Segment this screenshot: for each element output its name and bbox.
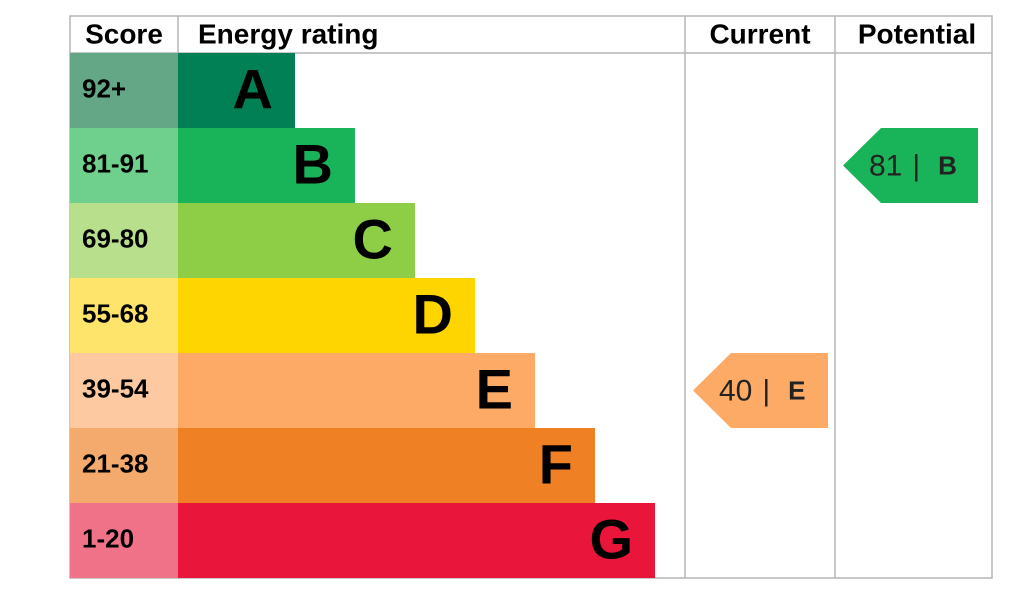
potential-separator: | [912,149,920,182]
header-current: Current [709,18,810,49]
rating-bar [178,203,415,278]
score-cell [70,428,178,503]
rating-letter: B [293,132,333,195]
rating-letter: A [233,57,273,120]
header-rating: Energy rating [198,18,378,49]
current-letter: E [788,375,805,405]
score-label: 55-68 [82,298,149,328]
rating-bar [178,128,355,203]
potential-arrow [843,128,978,203]
score-cell [70,278,178,353]
score-cell [70,353,178,428]
current-value: 40 [719,374,752,407]
rating-letter: F [539,432,573,495]
score-label: 39-54 [82,373,149,403]
rating-letter: D [413,282,453,345]
score-label: 81-91 [82,148,149,178]
potential-letter: B [938,150,957,180]
rating-bar [178,503,655,578]
score-cell [70,503,178,578]
score-cell [70,203,178,278]
score-label: 69-80 [82,223,149,253]
rating-bar [178,53,295,128]
header-potential: Potential [858,18,976,49]
score-label: 1-20 [82,523,134,553]
score-label: 21-38 [82,448,149,478]
current-label: 40 | E [719,374,806,407]
current-separator: | [762,374,770,407]
potential-value: 81 [869,149,902,182]
score-cell [70,128,178,203]
header-score: Score [85,18,163,49]
rating-letter: G [589,507,633,570]
rating-letter: E [476,357,513,420]
rating-bar [178,353,535,428]
score-cell [70,53,178,128]
score-label: 92+ [82,73,126,103]
potential-label: 81 | B [869,149,957,182]
rating-bar [178,428,595,503]
rating-bar [178,278,475,353]
current-arrow [693,353,828,428]
rating-letter: C [353,207,393,270]
